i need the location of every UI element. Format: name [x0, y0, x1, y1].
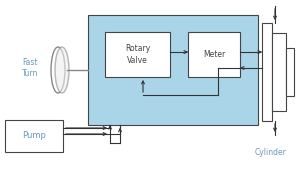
Text: Cylinder: Cylinder: [255, 148, 287, 157]
Bar: [105, 32, 170, 77]
Bar: [5, 120, 63, 152]
Text: Meter: Meter: [203, 50, 225, 59]
Ellipse shape: [51, 47, 65, 93]
Ellipse shape: [55, 47, 69, 93]
Bar: [286, 48, 294, 96]
Text: Pump: Pump: [22, 131, 46, 140]
Text: Rotary
Valve: Rotary Valve: [125, 44, 150, 65]
Bar: [262, 23, 272, 121]
Bar: [188, 32, 240, 77]
Bar: [88, 15, 258, 125]
Bar: [272, 33, 286, 111]
Text: Fast
Turn: Fast Turn: [22, 58, 38, 78]
